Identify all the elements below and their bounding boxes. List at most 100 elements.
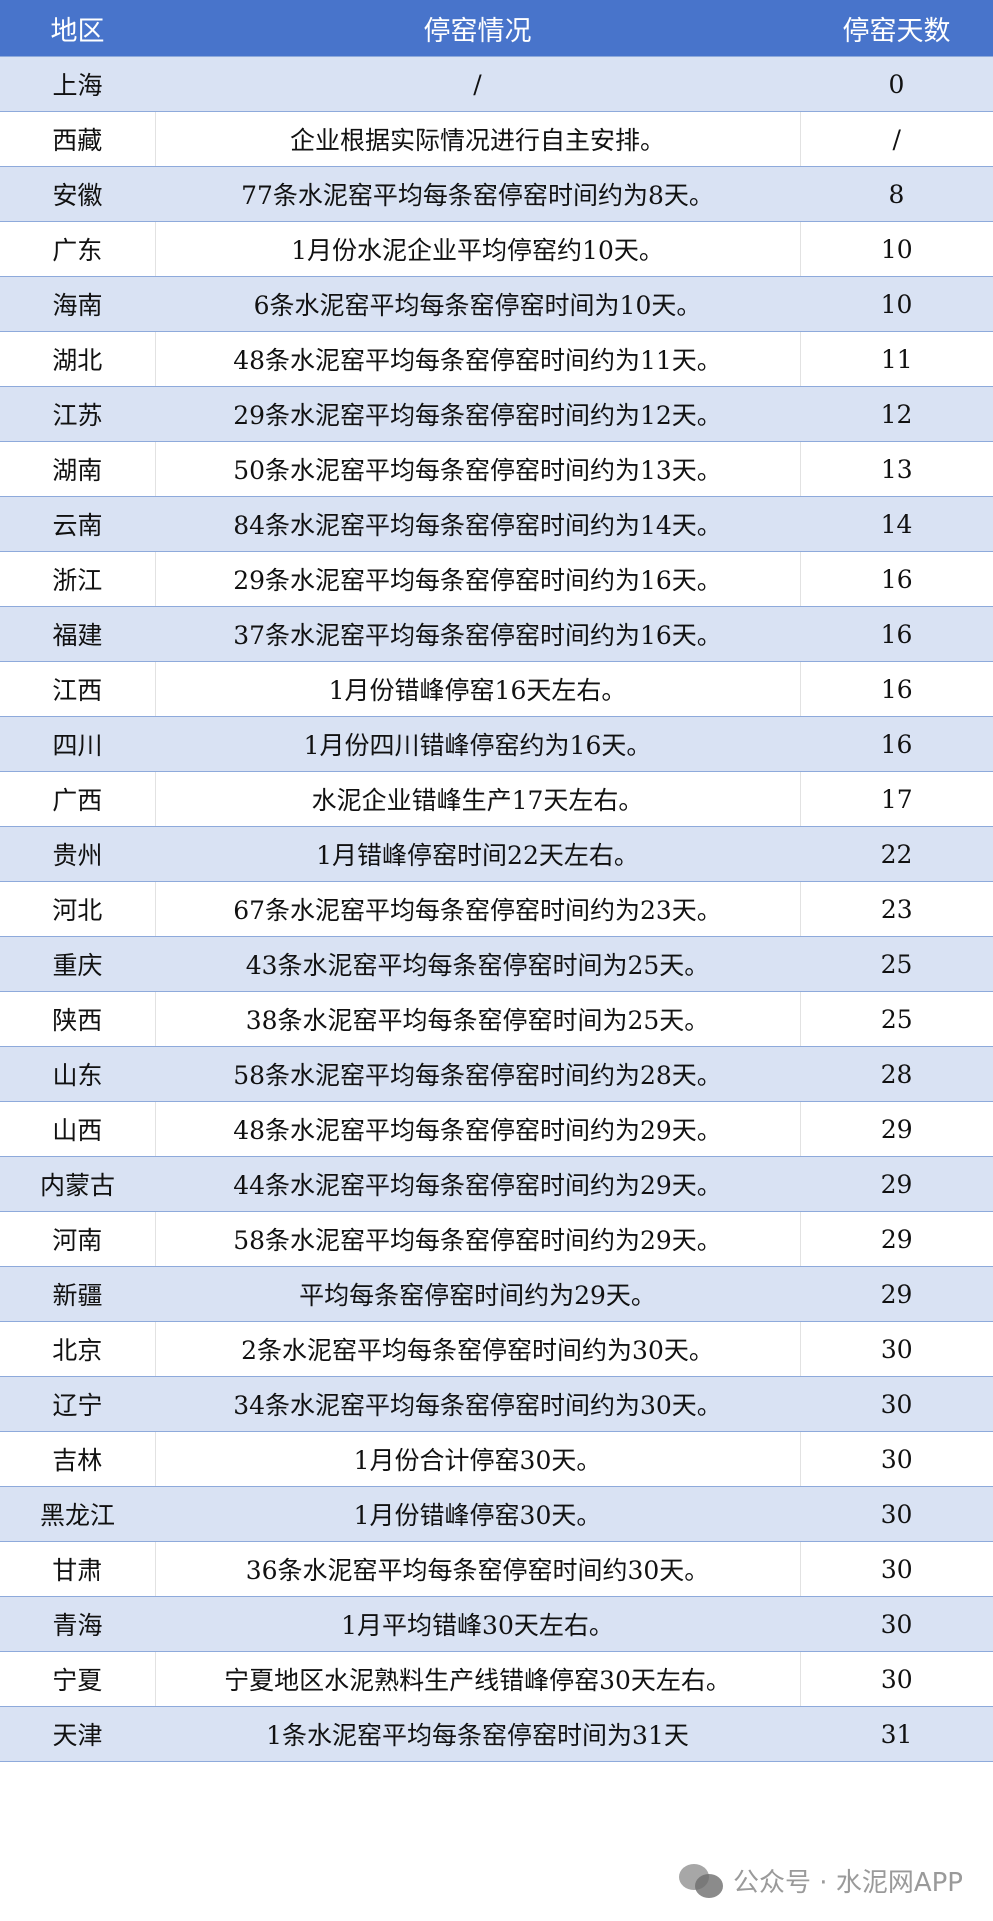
- cell-status: 1月份错峰停窑16天左右。: [154, 661, 801, 717]
- table-row: 云南 84条水泥窑平均每条窑停窑时间约为14天。 14: [0, 496, 993, 552]
- cell-region: 黑龙江: [0, 1486, 155, 1542]
- cell-status: 67条水泥窑平均每条窑停窑时间约为23天。: [154, 881, 801, 937]
- header-region: 地区: [0, 0, 155, 57]
- wechat-icon: [679, 1863, 724, 1898]
- cell-days: 16: [800, 716, 993, 772]
- table-row: 甘肃 36条水泥窑平均每条窑停窑时间约30天。 30: [0, 1541, 993, 1597]
- table-row: 广西 水泥企业错峰生产17天左右。 17: [0, 771, 993, 827]
- cell-status: 84条水泥窑平均每条窑停窑时间约为14天。: [155, 496, 800, 552]
- table-row: 广东 1月份水泥企业平均停窑约10天。 10: [0, 221, 993, 277]
- cell-region: 新疆: [0, 1266, 155, 1322]
- cell-status: 50条水泥窑平均每条窑停窑时间约为13天。: [154, 441, 801, 497]
- cell-region: 西藏: [0, 111, 156, 167]
- header-status: 停窑情况: [155, 0, 800, 57]
- cell-region: 宁夏: [0, 1651, 156, 1707]
- cell-days: 30: [799, 1321, 993, 1377]
- cell-status: 1条水泥窑平均每条窑停窑时间为31天: [155, 1706, 800, 1762]
- cell-region: 重庆: [0, 936, 155, 992]
- cell-region: 江苏: [0, 386, 155, 442]
- table-row: 海南 6条水泥窑平均每条窑停窑时间为10天。 10: [0, 276, 993, 332]
- table-row: 安徽 77条水泥窑平均每条窑停窑时间约为8天。 8: [0, 166, 993, 222]
- cell-days: 10: [800, 276, 993, 332]
- table-header: 地区 停窑情况 停窑天数: [0, 0, 993, 57]
- cell-status: 58条水泥窑平均每条窑停窑时间约为29天。: [154, 1211, 801, 1267]
- cell-status: 企业根据实际情况进行自主安排。: [154, 111, 801, 167]
- cell-status: 平均每条窑停窑时间约为29天。: [155, 1266, 800, 1322]
- cell-region: 安徽: [0, 166, 155, 222]
- cell-region: 河南: [0, 1211, 156, 1267]
- cell-region: 辽宁: [0, 1376, 155, 1432]
- table-row: 青海 1月平均错峰30天左右。 30: [0, 1596, 993, 1652]
- cell-days: 14: [800, 496, 993, 552]
- cell-region: 甘肃: [0, 1541, 156, 1597]
- table-row: 上海/0: [0, 56, 993, 112]
- table-row: 北京 2条水泥窑平均每条窑停窑时间约为30天。 30: [0, 1321, 993, 1377]
- kiln-shutdown-table: 地区 停窑情况 停窑天数 上海/0 西藏 企业根据实际情况进行自主安排。 / 安徽 77条…: [0, 0, 993, 1762]
- cell-days: 13: [799, 441, 993, 497]
- table-row: 西藏 企业根据实际情况进行自主安排。 /: [0, 111, 993, 167]
- table-row: 辽宁 34条水泥窑平均每条窑停窑时间约为30天。 30: [0, 1376, 993, 1432]
- cell-status: 36条水泥窑平均每条窑停窑时间约30天。: [154, 1541, 801, 1597]
- cell-days: 22: [800, 826, 993, 882]
- cell-region: 内蒙古: [0, 1156, 155, 1212]
- cell-days: 30: [799, 1431, 993, 1487]
- table-row: 河南 58条水泥窑平均每条窑停窑时间约为29天。 29: [0, 1211, 993, 1267]
- table-row: 内蒙古 44条水泥窑平均每条窑停窑时间约为29天。 29: [0, 1156, 993, 1212]
- cell-days: 29: [799, 1211, 993, 1267]
- cell-region: 北京: [0, 1321, 156, 1377]
- cell-days: 17: [799, 771, 993, 827]
- cell-status: 48条水泥窑平均每条窑停窑时间约为29天。: [154, 1101, 801, 1157]
- cell-status: 宁夏地区水泥熟料生产线错峰停窑30天左右。: [154, 1651, 801, 1707]
- cell-status: 77条水泥窑平均每条窑停窑时间约为8天。: [155, 166, 800, 222]
- cell-days: 30: [800, 1376, 993, 1432]
- cell-days: 25: [800, 936, 993, 992]
- cell-days: 23: [799, 881, 993, 937]
- table-row: 宁夏 宁夏地区水泥熟料生产线错峰停窑30天左右。 30: [0, 1651, 993, 1707]
- cell-region: 云南: [0, 496, 155, 552]
- cell-region: 湖北: [0, 331, 156, 387]
- cell-days: 16: [799, 551, 993, 607]
- table-row: 湖北 48条水泥窑平均每条窑停窑时间约为11天。 11: [0, 331, 993, 387]
- table-row: 黑龙江 1月份错峰停窑30天。 30: [0, 1486, 993, 1542]
- table-row: 重庆 43条水泥窑平均每条窑停窑时间为25天。 25: [0, 936, 993, 992]
- table-row: 天津 1条水泥窑平均每条窑停窑时间为31天 31: [0, 1706, 993, 1762]
- cell-days: 30: [800, 1596, 993, 1652]
- cell-days: 31: [800, 1706, 993, 1762]
- table-row: 江西 1月份错峰停窑16天左右。 16: [0, 661, 993, 717]
- cell-days: 16: [800, 606, 993, 662]
- cell-status: 37条水泥窑平均每条窑停窑时间约为16天。: [155, 606, 800, 662]
- cell-days: 12: [800, 386, 993, 442]
- cell-days: 29: [799, 1101, 993, 1157]
- cell-status: 1月份错峰停窑30天。: [155, 1486, 800, 1542]
- cell-status: 水泥企业错峰生产17天左右。: [154, 771, 801, 827]
- cell-status: 1月份合计停窑30天。: [154, 1431, 801, 1487]
- cell-region: 江西: [0, 661, 156, 717]
- cell-days: 29: [800, 1266, 993, 1322]
- cell-status: /: [155, 56, 800, 112]
- cell-region: 四川: [0, 716, 155, 772]
- table-row: 四川 1月份四川错峰停窑约为16天。 16: [0, 716, 993, 772]
- watermark-text: 公众号 · 水泥网APP: [733, 1868, 963, 1898]
- cell-days: 25: [799, 991, 993, 1047]
- table-row: 江苏 29条水泥窑平均每条窑停窑时间约为12天。 12: [0, 386, 993, 442]
- cell-status: 48条水泥窑平均每条窑停窑时间约为11天。: [154, 331, 801, 387]
- cell-days: 11: [799, 331, 993, 387]
- table-row: 新疆 平均每条窑停窑时间约为29天。 29: [0, 1266, 993, 1322]
- cell-status: 44条水泥窑平均每条窑停窑时间约为29天。: [155, 1156, 800, 1212]
- cell-days: 30: [799, 1541, 993, 1597]
- cell-days: 16: [799, 661, 993, 717]
- cell-region: 贵州: [0, 826, 155, 882]
- cell-days: 30: [800, 1486, 993, 1542]
- cell-region: 吉林: [0, 1431, 156, 1487]
- watermark: 公众号 · 水泥网APP: [679, 1862, 963, 1899]
- cell-status: 1月错峰停窑时间22天左右。: [155, 826, 800, 882]
- cell-region: 广西: [0, 771, 156, 827]
- cell-days: 10: [799, 221, 993, 277]
- table-row: 湖南 50条水泥窑平均每条窑停窑时间约为13天。 13: [0, 441, 993, 497]
- cell-region: 福建: [0, 606, 155, 662]
- cell-days: 29: [800, 1156, 993, 1212]
- cell-days: 28: [800, 1046, 993, 1102]
- cell-days: 8: [800, 166, 993, 222]
- table-row: 陕西 38条水泥窑平均每条窑停窑时间为25天。 25: [0, 991, 993, 1047]
- cell-status: 1月份水泥企业平均停窑约10天。: [154, 221, 801, 277]
